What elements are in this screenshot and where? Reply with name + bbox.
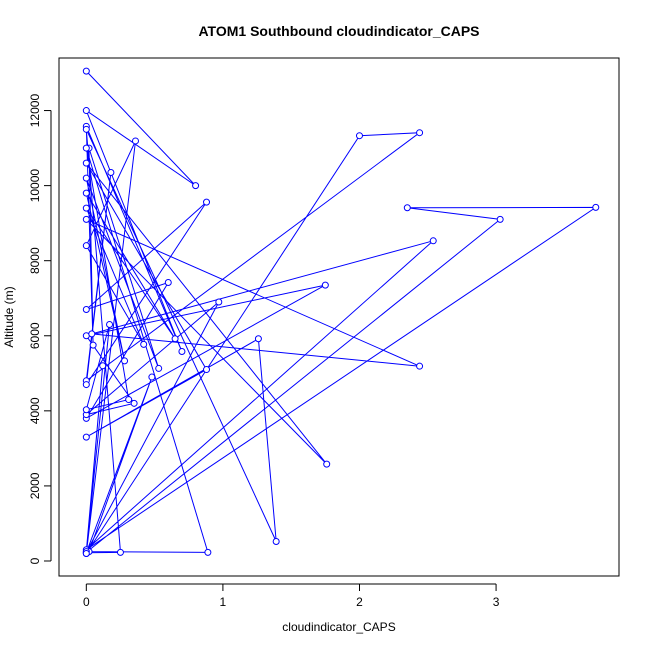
data-point (171, 335, 179, 343)
data-point (82, 242, 90, 250)
chart-title: ATOM1 Southbound cloudindicator_CAPS (198, 23, 479, 39)
data-point (496, 215, 504, 223)
data-point (88, 330, 96, 338)
x-tick-label: 0 (83, 595, 90, 609)
data-point (82, 433, 90, 441)
data-point (416, 129, 424, 137)
plot-frame (58, 57, 620, 577)
series-line (84, 70, 598, 554)
data-point (355, 132, 363, 140)
data-point (82, 305, 90, 313)
y-tick-label: 12000 (28, 94, 42, 128)
data-point (82, 189, 90, 197)
data-point (192, 182, 200, 190)
data-point (106, 321, 114, 329)
data-point (82, 406, 90, 414)
data-point (82, 125, 90, 133)
x-tick-label: 3 (493, 595, 500, 609)
data-point (99, 362, 107, 370)
data-point (203, 198, 211, 206)
data-point (164, 278, 172, 286)
data-point (148, 373, 156, 381)
y-axis-label: Altitude (m) (2, 286, 16, 347)
y-tick-label: 4000 (28, 397, 42, 424)
data-point (155, 364, 163, 372)
data-point (82, 174, 90, 182)
x-tick-label: 1 (220, 595, 227, 609)
data-point (403, 204, 411, 212)
data-point (321, 281, 329, 289)
data-point (82, 144, 90, 152)
data-point (82, 67, 90, 75)
data-point (140, 340, 148, 348)
x-axis-label: cloudindicator_CAPS (282, 620, 395, 634)
data-point (125, 396, 133, 404)
data-point (82, 159, 90, 167)
y-tick-label: 10000 (28, 169, 42, 203)
y-axis: 0 2000 4000 6000 8000 10000 12000 (28, 94, 52, 564)
y-tick-label: 6000 (28, 322, 42, 349)
data-point (130, 399, 138, 407)
data-point (592, 203, 600, 211)
data-point (82, 204, 90, 212)
data-point (254, 335, 262, 343)
data-point (178, 348, 186, 356)
data-point (272, 537, 280, 545)
data-point (82, 215, 90, 223)
data-point (204, 548, 212, 556)
data-point (116, 548, 124, 556)
data-point (416, 362, 424, 370)
data-point (82, 381, 90, 389)
x-tick-label: 2 (356, 595, 363, 609)
y-tick-label: 0 (28, 557, 42, 564)
plot-area (82, 67, 600, 557)
x-axis: 0 1 2 3 (83, 583, 500, 609)
data-point (323, 460, 331, 468)
y-tick-label: 2000 (28, 472, 42, 499)
data-point (131, 137, 139, 145)
data-point (121, 357, 129, 365)
data-point (429, 237, 437, 245)
data-point (82, 549, 90, 557)
y-tick-label: 8000 (28, 247, 42, 274)
data-point (89, 341, 97, 349)
data-point (107, 168, 115, 176)
data-point (82, 107, 90, 115)
data-point (203, 366, 211, 374)
data-point (215, 298, 223, 306)
